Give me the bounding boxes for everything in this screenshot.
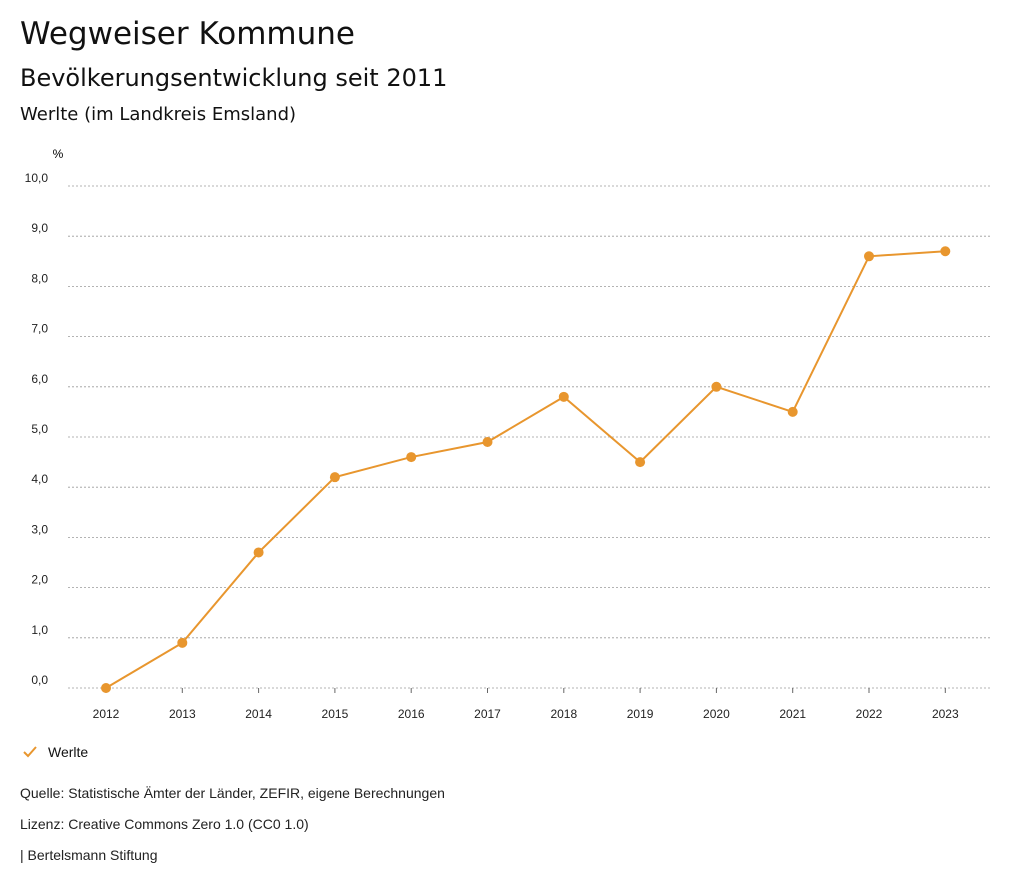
y-tick-label: 0,0 (31, 673, 48, 687)
data-point (329, 472, 340, 483)
data-point (177, 637, 188, 648)
data-point (558, 391, 569, 402)
series-line (105, 250, 946, 689)
y-tick-label: 1,0 (31, 623, 48, 637)
x-tick-label: 2018 (550, 707, 577, 721)
checkmark-icon (23, 746, 37, 758)
y-tick-label: 10,0 (25, 171, 49, 185)
y-tick-label: 5,0 (31, 422, 48, 436)
grid-lines (68, 185, 990, 689)
y-tick-label: 2,0 (31, 573, 48, 587)
x-tick-label: 2021 (779, 707, 806, 721)
y-tick-label: 3,0 (31, 522, 48, 536)
x-tick-label: 2022 (856, 707, 883, 721)
data-point (101, 683, 111, 693)
line-chart: % 0,0 1,0 2,0 3,0 4,0 5,0 6,0 7,0 8,0 9,0 10,0 201… (25, 147, 990, 721)
license-note: Lizenz: Creative Commons Zero 1.0 (CC0 1… (20, 816, 309, 832)
data-point (635, 457, 646, 468)
data-point (482, 437, 493, 448)
data-point (940, 246, 951, 257)
data-point (406, 452, 417, 463)
data-point (711, 381, 722, 392)
legend-label-werlte: Werlte (48, 744, 89, 760)
chart-subtitle: Bevölkerungsentwicklung seit 2011 (20, 64, 448, 92)
x-tick-label: 2012 (93, 707, 120, 721)
x-tick-label: 2014 (245, 707, 272, 721)
data-point (864, 251, 874, 262)
source-note: Quelle: Statistische Ämter der Länder, Z… (20, 785, 445, 801)
page-title: Wegweiser Kommune (20, 16, 355, 52)
data-point (787, 406, 798, 417)
x-tick-label: 2017 (474, 707, 501, 721)
y-tick-label: 8,0 (31, 271, 48, 285)
x-tick-label: 2019 (627, 707, 654, 721)
y-axis-ticks: 0,0 1,0 2,0 3,0 4,0 5,0 6,0 7,0 8,0 9,0 10,0 (25, 171, 49, 687)
y-axis-unit: % (53, 147, 64, 161)
series-werlte (101, 246, 951, 693)
x-axis-ticks: 2012 2013 2014 2015 2016 2017 2018 2019 2020 2021… (93, 688, 959, 721)
publisher-note: | Bertelsmann Stiftung (20, 847, 158, 863)
x-tick-label: 2015 (322, 707, 349, 721)
y-tick-label: 4,0 (31, 472, 48, 486)
legend[interactable]: Werlte (22, 744, 88, 760)
data-point (253, 547, 264, 558)
y-tick-label: 7,0 (31, 322, 48, 336)
y-tick-label: 9,0 (31, 221, 48, 235)
region-label: Werlte (im Landkreis Emsland) (20, 104, 297, 125)
x-tick-label: 2023 (932, 707, 959, 721)
x-tick-label: 2013 (169, 707, 196, 721)
y-tick-label: 6,0 (31, 372, 48, 386)
x-tick-label: 2020 (703, 707, 730, 721)
x-tick-label: 2016 (398, 707, 425, 721)
